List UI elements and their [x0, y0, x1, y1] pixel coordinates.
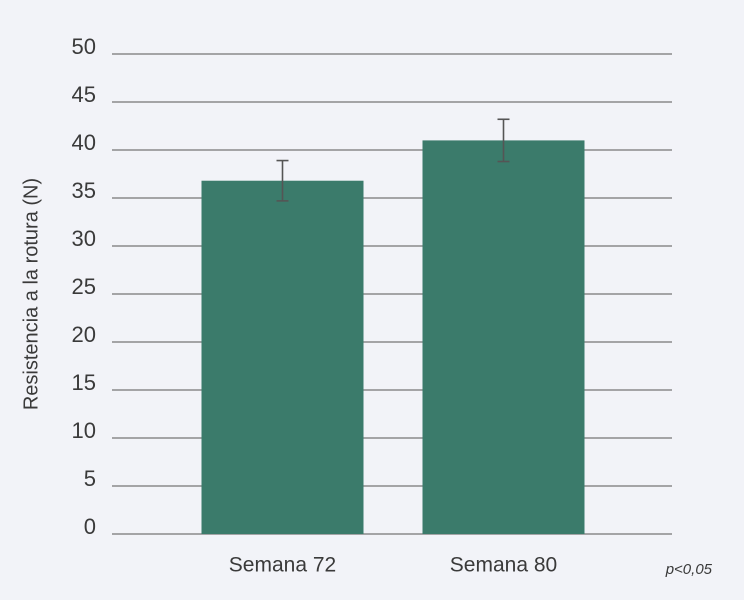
- bar: [201, 180, 364, 534]
- y-tick-label: 15: [72, 370, 96, 395]
- y-tick-label: 45: [72, 82, 96, 107]
- bar: [422, 140, 585, 534]
- x-tick-label: Semana 80: [450, 554, 557, 577]
- y-tick-label: 30: [72, 226, 96, 251]
- error-bar: [497, 118, 510, 163]
- y-tick-label: 25: [72, 274, 96, 299]
- y-tick-label: 5: [84, 466, 96, 491]
- y-tick-label: 10: [72, 418, 96, 443]
- y-tick-label: 40: [72, 130, 96, 155]
- error-bar: [276, 159, 289, 202]
- annotation: p<0,05: [665, 561, 713, 578]
- y-axis-label: Resistencia a la rotura (N): [20, 178, 42, 410]
- y-tick-label: 0: [84, 514, 96, 539]
- y-tick-label: 35: [72, 178, 96, 203]
- x-tick-label: Semana 72: [229, 554, 336, 577]
- y-tick-label: 50: [72, 34, 96, 59]
- y-tick-label: 20: [72, 322, 96, 347]
